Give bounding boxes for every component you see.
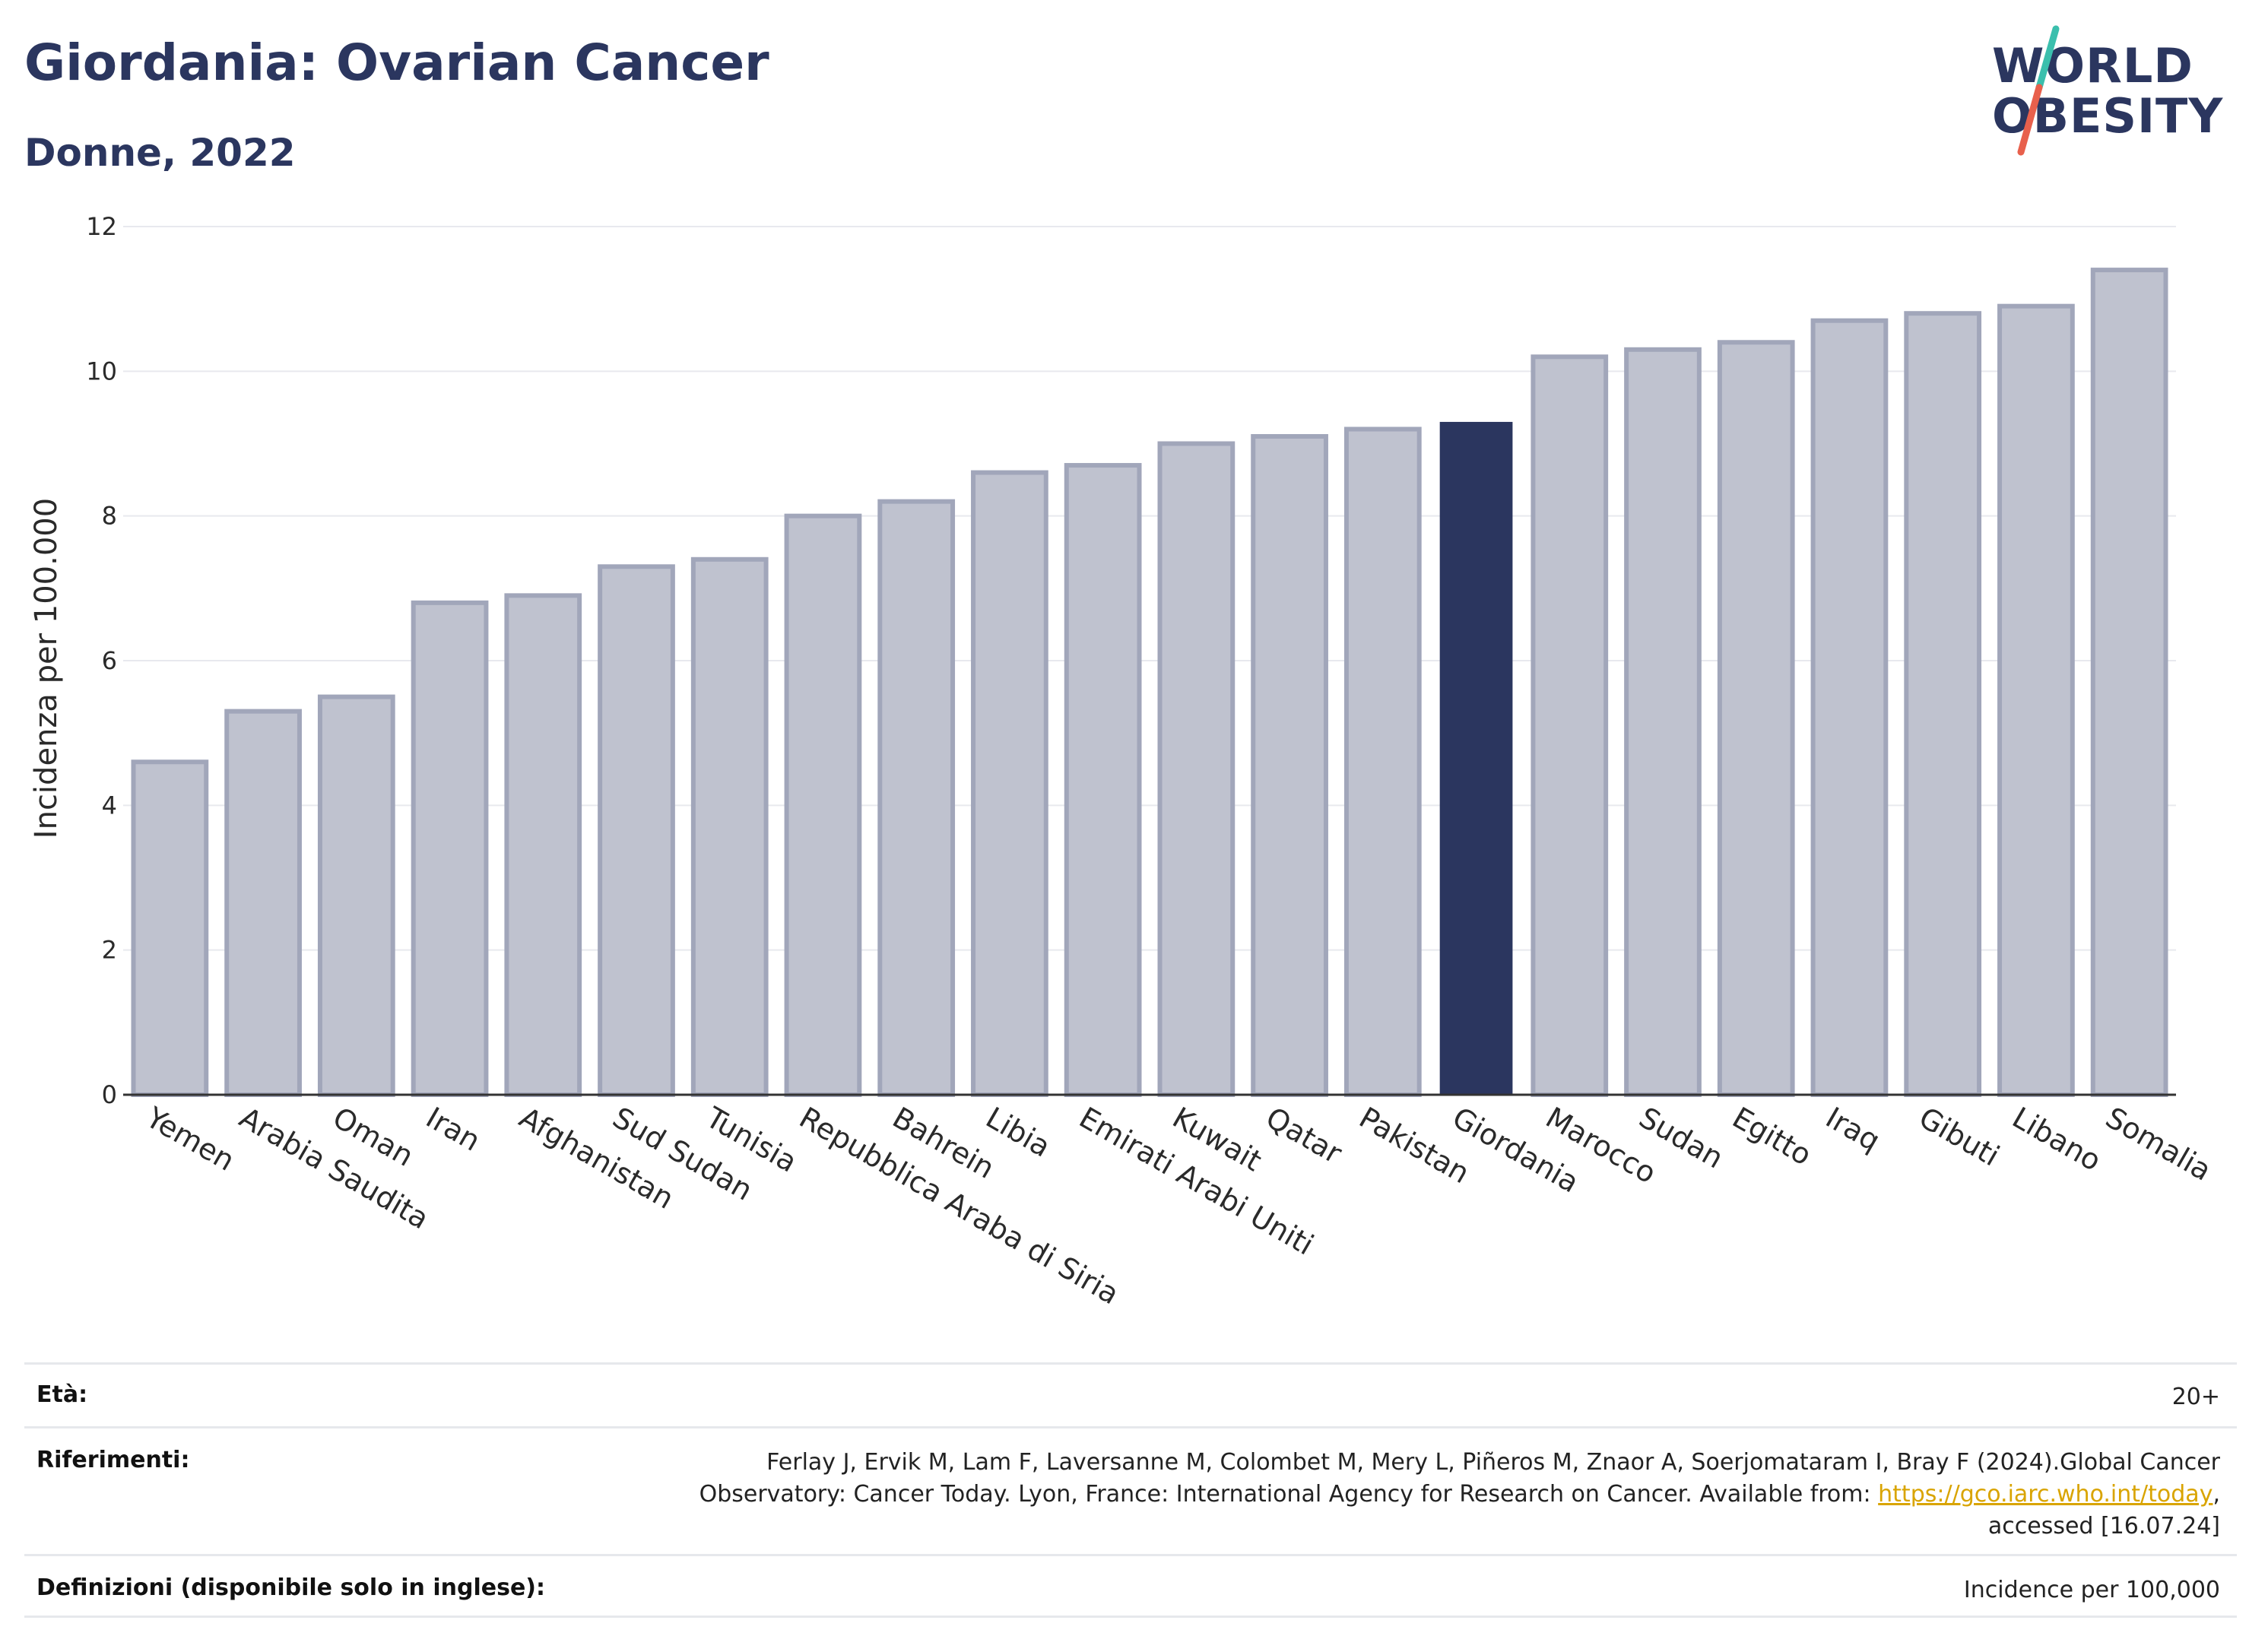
x-tick-label: Somalia (2100, 1101, 2217, 1187)
bar-giordania (1439, 421, 1513, 1095)
reference-line-1: Ferlay J, Ervik M, Lam F, Laversanne M, … (766, 1449, 2220, 1476)
bar-libano (1997, 303, 2075, 1097)
bar-marocco (1531, 354, 1609, 1097)
bar-kuwait (1157, 441, 1236, 1097)
bar-repubblica-araba-di-siria (784, 513, 862, 1097)
age-value: 20+ (2171, 1384, 2220, 1410)
x-tick-label: Yemen (140, 1100, 240, 1178)
bar-tunisia (690, 556, 769, 1097)
bar-gibuti (1904, 311, 1982, 1098)
reference-line-2: Observatory: Cancer Today. Lyon, France:… (699, 1479, 2220, 1511)
bar-sudan (1624, 347, 1702, 1097)
info-row-age: Età: 20+ (24, 1362, 2237, 1426)
reference-line-2-end: , (2213, 1481, 2220, 1508)
references-value: Ferlay J, Ervik M, Lam F, Laversanne M, … (699, 1447, 2220, 1543)
bar-libia (971, 470, 1048, 1097)
x-tick-label: Egitto (1727, 1101, 1817, 1172)
chart-subtitle: Donne, 2022 (24, 131, 296, 175)
bar-arabia-saudita (224, 709, 302, 1097)
y-tick-label: 0 (102, 1080, 117, 1109)
x-tick-label: Libano (2006, 1101, 2107, 1178)
bar-egitto (1717, 340, 1795, 1097)
bar-emirati-arabi-uniti (1064, 463, 1142, 1097)
age-label: Età: (36, 1381, 88, 1408)
chart-title: Giordania: Ovarian Cancer (24, 33, 769, 92)
info-row-references: Riferimenti: Ferlay J, Ervik M, Lam F, L… (24, 1426, 2237, 1554)
bar-somalia (2090, 268, 2168, 1098)
logo-slash-icon (2017, 25, 2060, 156)
y-tick-label: 12 (86, 212, 117, 241)
bar-oman (317, 694, 395, 1097)
info-row-definitions: Definizioni (disponibile solo in inglese… (24, 1554, 2237, 1618)
bar-iraq (1810, 318, 1889, 1097)
y-tick-label: 10 (86, 357, 117, 385)
world-obesity-logo: WORLD OBESITY (1984, 23, 2235, 160)
x-tick-label: Qatar (1261, 1101, 1348, 1171)
bar-sud-sudan (598, 564, 675, 1097)
x-tick-label: Gibuti (1914, 1101, 2005, 1173)
y-tick-label: 4 (102, 791, 117, 820)
definitions-value: Incidence per 100,000 (1963, 1577, 2220, 1603)
bars (131, 268, 2168, 1098)
definitions-label: Definizioni (disponibile solo in inglese… (36, 1574, 545, 1601)
logo-text-line1: WORLD (1992, 38, 2193, 94)
reference-line-3: accessed [16.07.24] (1987, 1513, 2220, 1539)
bar-qatar (1251, 433, 1328, 1097)
bar-yemen (131, 759, 209, 1097)
reference-line-2-text: Observatory: Cancer Today. Lyon, France:… (699, 1481, 1879, 1508)
bar-iran (411, 600, 489, 1097)
y-tick-label: 6 (102, 646, 117, 675)
bar-afghanistan (504, 593, 582, 1097)
y-tick-label: 8 (102, 502, 117, 531)
info-table: Età: 20+ Riferimenti: Ferlay J, Ervik M,… (24, 1362, 2237, 1618)
y-tick-label: 2 (102, 936, 117, 965)
bar-bahrein (877, 499, 956, 1097)
y-axis-ticks: 0 2 4 6 8 10 12 (86, 212, 117, 1109)
x-tick-label: Iraq (1820, 1101, 1886, 1158)
reference-link[interactable]: https://gco.iarc.who.int/today (1878, 1481, 2213, 1508)
references-label: Riferimenti: (36, 1447, 190, 1473)
x-tick-label: Iran (420, 1101, 486, 1158)
bar-pakistan (1343, 426, 1422, 1097)
y-axis-title: Incidenza per 100.000 (29, 498, 64, 839)
